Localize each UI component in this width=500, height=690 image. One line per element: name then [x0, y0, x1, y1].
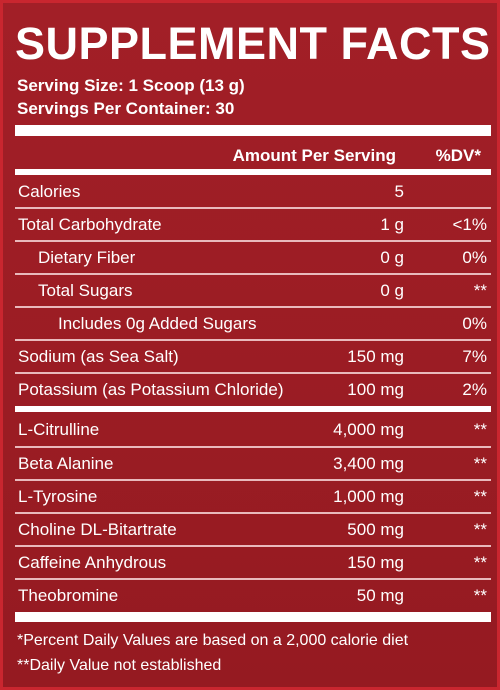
servings-per-container: Servings Per Container: 30 [17, 99, 235, 118]
ingredient-amount: 500 mg [347, 520, 404, 539]
nutrient-name: Calories [18, 182, 81, 201]
ingredient-row-beta-alanine: Beta Alanine 3,400 mg ** [15, 447, 491, 479]
ingredient-dv: ** [473, 420, 487, 439]
nutrient-dv: ** [473, 281, 487, 300]
ingredient-row-choline: Choline DL-Bitartrate 500 mg ** [15, 513, 491, 545]
nutrient-amount: 150 mg [347, 347, 404, 366]
ingredient-amount: 1,000 mg [333, 487, 404, 506]
nutrient-dv: 2% [462, 380, 487, 399]
footnote-daily-values: *Percent Daily Values are based on a 2,0… [17, 632, 409, 649]
nutrient-name: Includes 0g Added Sugars [58, 314, 257, 333]
row-divider [15, 339, 491, 341]
panel-title: SUPPLEMENT FACTS [15, 18, 491, 69]
nutrient-row-potassium: Potassium (as Potassium Chloride) 100 mg… [15, 373, 491, 405]
ingredient-row-theobromine: Theobromine 50 mg ** [15, 579, 491, 611]
ingredient-name: Choline DL-Bitartrate [18, 520, 177, 539]
nutrient-amount: 5 [394, 182, 404, 201]
row-divider [15, 512, 491, 514]
nutrient-dv: 0% [462, 248, 487, 267]
nutrient-row-total-carbohydrate: Total Carbohydrate 1 g <1% [15, 208, 491, 240]
ingredient-row-l-citrulline: L-Citrulline 4,000 mg ** [15, 413, 491, 445]
nutrient-row-sodium: Sodium (as Sea Salt) 150 mg 7% [15, 340, 491, 372]
nutrient-row-dietary-fiber: Dietary Fiber 0 g 0% [15, 241, 491, 273]
row-divider [15, 446, 491, 448]
ingredient-name: Caffeine Anhydrous [18, 553, 167, 572]
ingredient-name: Beta Alanine [18, 454, 114, 473]
row-divider [15, 545, 491, 547]
section-divider [15, 406, 491, 412]
ingredient-name: Theobromine [18, 586, 119, 605]
ingredient-row-caffeine: Caffeine Anhydrous 150 mg ** [15, 546, 491, 578]
row-divider [15, 306, 491, 308]
nutrient-row-calories: Calories 5 [15, 175, 491, 207]
row-divider [15, 578, 491, 580]
nutrient-amount: 100 mg [347, 380, 404, 399]
ingredient-dv: ** [473, 553, 487, 572]
serving-size: Serving Size: 1 Scoop (13 g) [17, 76, 245, 95]
ingredient-amount: 4,000 mg [333, 420, 404, 439]
thick-divider [15, 125, 491, 136]
nutrient-name: Potassium (as Potassium Chloride) [18, 380, 284, 399]
nutrient-row-total-sugars: Total Sugars 0 g ** [15, 274, 491, 306]
ingredient-amount: 3,400 mg [333, 454, 404, 473]
row-divider [15, 207, 491, 209]
footnote-not-established: **Daily Value not established [17, 657, 222, 674]
ingredient-dv: ** [473, 520, 487, 539]
row-divider [15, 273, 491, 275]
nutrient-name: Total Carbohydrate [18, 215, 162, 234]
nutrient-row-added-sugars: Includes 0g Added Sugars 0% [15, 307, 491, 339]
nutrient-dv: <1% [452, 215, 488, 234]
amount-per-serving-header: Amount Per Serving [232, 146, 396, 165]
row-divider [15, 240, 491, 242]
ingredient-row-l-tyrosine: L-Tyrosine 1,000 mg ** [15, 480, 491, 512]
row-divider [15, 479, 491, 481]
nutrient-dv: 0% [462, 314, 487, 333]
ingredient-amount: 150 mg [347, 553, 404, 572]
nutrient-amount: 0 g [380, 281, 404, 300]
nutrient-amount: 1 g [380, 215, 404, 234]
daily-value-header: %DV* [435, 146, 481, 165]
header-divider [15, 169, 491, 175]
nutrient-name: Dietary Fiber [38, 248, 136, 267]
ingredient-dv: ** [473, 586, 487, 605]
ingredient-name: L-Citrulline [18, 420, 100, 439]
ingredient-amount: 50 mg [356, 586, 404, 605]
ingredient-dv: ** [473, 454, 487, 473]
nutrient-dv: 7% [462, 347, 487, 366]
nutrient-name: Total Sugars [38, 281, 133, 300]
nutrient-name: Sodium (as Sea Salt) [18, 347, 179, 366]
ingredient-dv: ** [473, 487, 487, 506]
ingredient-name: L-Tyrosine [18, 487, 98, 506]
nutrient-amount: 0 g [380, 248, 404, 267]
row-divider [15, 372, 491, 374]
bottom-divider [15, 612, 491, 622]
